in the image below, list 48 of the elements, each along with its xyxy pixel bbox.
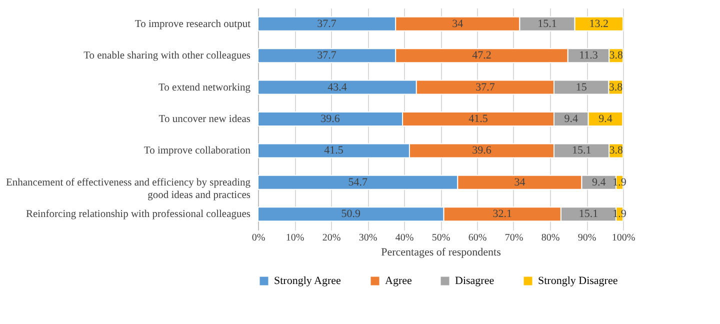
data-label: 34 <box>514 176 526 188</box>
x-tick-label: 60% <box>468 232 487 244</box>
y-tick-label: To enable sharing with other colleagues <box>84 50 250 62</box>
x-axis-title: Percentages of respondents <box>381 246 501 258</box>
data-label: 15 <box>576 81 588 94</box>
x-tick-label: 0% <box>252 232 266 244</box>
data-label: 15.1 <box>572 144 592 157</box>
x-tick-label: 70% <box>504 232 524 244</box>
y-tick-label: To uncover new ideas <box>158 114 250 125</box>
y-tick-label: Enhancement of effectiveness and efficiency by spreading good ideas and practices <box>6 177 252 201</box>
legend-label: Strongly Agree <box>274 275 342 287</box>
data-label: 41.5 <box>468 113 488 125</box>
y-tick-label: Reinforcing relationship with professional colleagues <box>26 209 250 220</box>
data-label: 37.7 <box>317 50 337 62</box>
x-tick-label: 40% <box>395 232 414 244</box>
data-label: 39.6 <box>472 144 492 157</box>
legend-label: Agree <box>385 275 412 287</box>
data-label: 47.2 <box>472 50 492 62</box>
data-label: 41.5 <box>324 144 344 157</box>
x-tick-label: 30% <box>358 232 378 244</box>
data-label: 54.7 <box>348 176 368 188</box>
x-tick-label: 80% <box>541 232 560 244</box>
y-tick-label: To improve research output <box>134 18 251 30</box>
data-label: 3.8 <box>609 50 624 62</box>
y-tick-label: To improve collaboration <box>144 146 252 157</box>
x-tick-label: 90% <box>578 232 596 244</box>
data-label: 11.3 <box>579 50 598 62</box>
x-tick-label: 20% <box>322 232 341 244</box>
data-label: 37.7 <box>476 81 496 94</box>
data-label: 15.1 <box>538 18 557 30</box>
data-label: 50.9 <box>341 208 362 220</box>
data-label: 9.4 <box>564 113 579 125</box>
legend-label: Disagree <box>455 275 494 287</box>
y-tick-label: To extend networking <box>158 82 252 94</box>
x-tick-label: 100% <box>612 232 636 244</box>
data-label: 3.8 <box>609 144 624 157</box>
x-tick-label: 50% <box>432 232 450 244</box>
legend-label: Strongly Disagree <box>538 275 618 287</box>
data-label: 43.4 <box>328 81 348 94</box>
data-label: 34 <box>452 18 464 30</box>
data-label: 9.4 <box>598 113 613 125</box>
data-label: 9.4 <box>592 176 606 188</box>
data-label: 32.1 <box>492 208 512 220</box>
data-label: 39.6 <box>320 113 340 125</box>
data-label: 15.1 <box>578 208 598 220</box>
data-label: 37.7 <box>317 18 337 30</box>
data-label: 13.2 <box>589 18 609 30</box>
x-tick-label: 10% <box>286 232 304 244</box>
